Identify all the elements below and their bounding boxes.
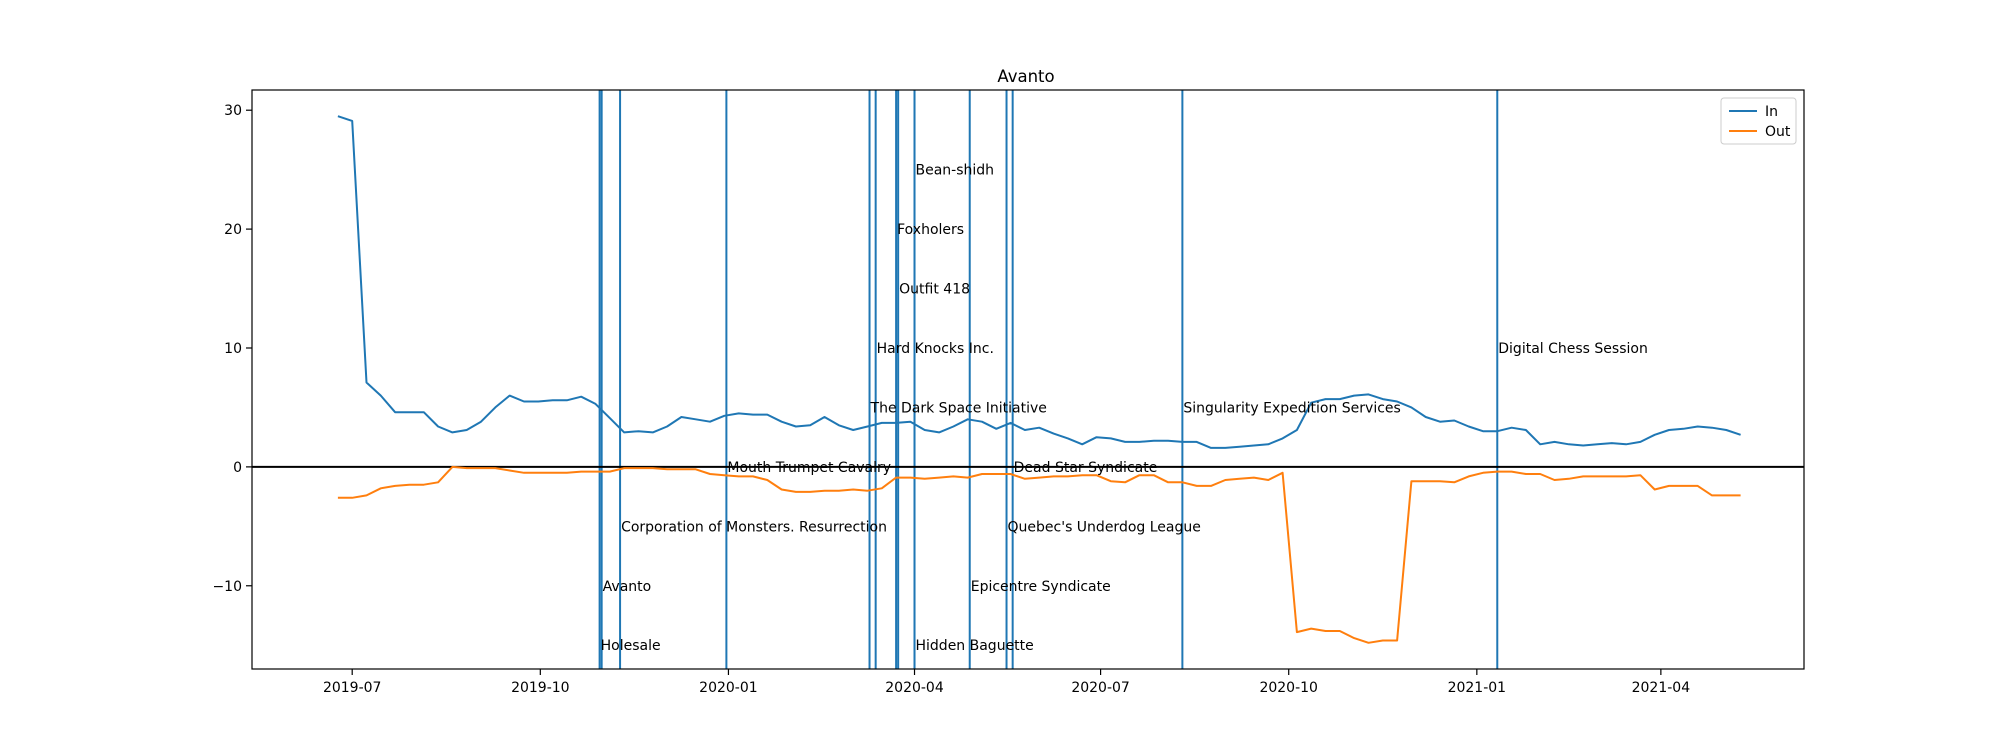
x-tick-label-2: 2020-01 bbox=[699, 680, 758, 696]
x-tick-label-7: 2021-04 bbox=[1632, 680, 1691, 696]
chart-title: Avanto bbox=[997, 67, 1054, 86]
event-label-4: The Dark Space Initiative bbox=[870, 400, 1047, 416]
event-label-0: Avanto bbox=[603, 579, 652, 595]
event-label-7: Outfit 418 bbox=[899, 282, 970, 298]
plot-frame bbox=[251, 89, 1805, 670]
y-tick-label-4: −10 bbox=[212, 579, 242, 595]
legend-label-in: In bbox=[1765, 104, 1778, 120]
series-lines bbox=[337, 115, 1741, 644]
event-label-14: Digital Chess Session bbox=[1498, 341, 1648, 357]
event-label-5: Hard Knocks Inc. bbox=[877, 341, 994, 357]
event-label-8: Bean-shidh bbox=[916, 163, 995, 179]
y-tick-label-3: 0 bbox=[233, 460, 242, 476]
event-label-9: Hidden Baguette bbox=[916, 638, 1034, 654]
event-label-1: Holesale bbox=[601, 638, 661, 654]
event-annotations: Avanto Holesale Corporation of Monsters. R… bbox=[601, 163, 1648, 655]
x-tick-label-4: 2020-07 bbox=[1071, 680, 1130, 696]
x-tick-label-3: 2020-04 bbox=[885, 680, 944, 696]
series-line-in bbox=[337, 115, 1741, 449]
y-axis: 30 20 10 0 −10 bbox=[212, 103, 252, 595]
event-markers bbox=[598, 90, 1499, 669]
y-tick-label-2: 10 bbox=[224, 341, 242, 357]
legend: In Out bbox=[1720, 97, 1797, 145]
event-label-3: Mouth Trumpet Cavalry bbox=[727, 460, 891, 476]
x-tick-label-1: 2019-10 bbox=[511, 680, 570, 696]
legend-label-out: Out bbox=[1765, 124, 1791, 140]
x-axis: 2019-07 2019-10 2020-01 2020-04 2020-07 2020-… bbox=[323, 669, 1690, 696]
x-tick-label-5: 2020-10 bbox=[1259, 680, 1318, 696]
legend-box bbox=[1720, 97, 1797, 145]
series-line-out bbox=[337, 465, 1741, 644]
event-label-10: Epicentre Syndicate bbox=[971, 579, 1111, 595]
event-label-13: Singularity Expedition Services bbox=[1183, 400, 1400, 416]
x-tick-label-0: 2019-07 bbox=[323, 680, 382, 696]
event-label-2: Corporation of Monsters. Resurrection bbox=[621, 519, 887, 535]
x-tick-label-6: 2021-01 bbox=[1448, 680, 1507, 696]
y-tick-label-0: 30 bbox=[224, 103, 242, 119]
y-tick-label-1: 20 bbox=[224, 222, 242, 238]
event-label-11: Quebec's Underdog League bbox=[1008, 519, 1201, 535]
event-label-6: Foxholers bbox=[897, 222, 964, 238]
event-label-12: Dead Star Syndicate bbox=[1014, 460, 1158, 476]
